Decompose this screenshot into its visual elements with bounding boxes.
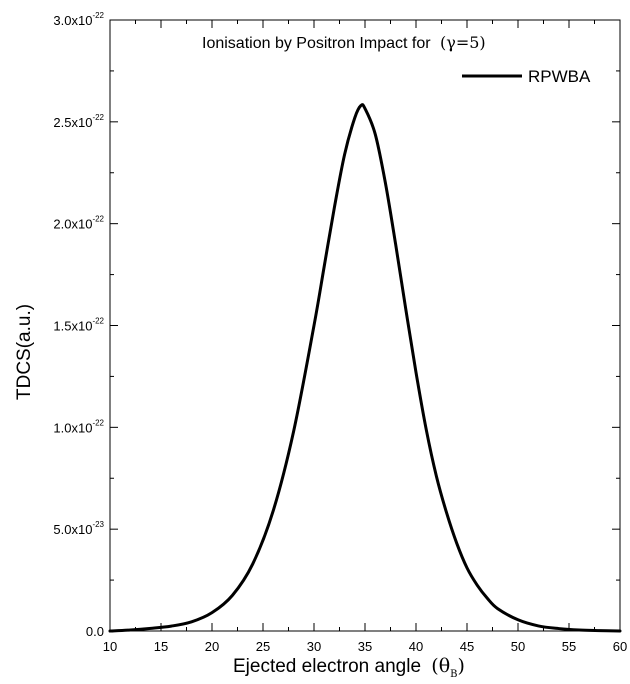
x-tick-label: 45 [460,639,474,654]
y-tick-mantissa: 3.0x10 [53,13,92,28]
plot-title-prefix: Ionisation by Positron Impact for [202,35,431,52]
y-tick-exponent: -22 [92,418,104,427]
axis-ticks [109,19,621,632]
x-tick-label: 40 [409,639,423,654]
y-tick-label: 5.0x10-23 [53,520,104,537]
x-tick-label: 20 [205,639,219,654]
x-tick-label: 60 [613,639,627,654]
x-tick-label: 25 [256,639,270,654]
y-tick-mantissa: 5.0x10 [53,522,92,537]
y-tick-label: 1.5x10-22 [53,317,104,334]
y-tick-mantissa: 1.5x10 [53,319,92,334]
y-tick-label: 1.0x10-22 [53,418,104,435]
x-axis-title-text: Ejected electron angle [233,656,421,677]
x-axis-title-symbol: θ [439,655,450,677]
x-tick-label: 50 [511,639,525,654]
x-axis-title: Ejected electron angle (θB) [233,655,465,680]
y-tick-exponent: -22 [92,317,104,326]
y-tick-mantissa: 0.0 [86,624,104,639]
x-tick-label: 30 [307,639,321,654]
y-axis-title: TDCS(a.u.) [14,304,35,400]
x-axis-title-close: ) [458,655,465,677]
x-axis-title-open: ( [431,655,438,677]
y-tick-label: 2.0x10-22 [53,215,104,232]
x-tick-label: 55 [562,639,576,654]
plot-title-param: (γ=5) [440,33,486,52]
series-line-rpwba [108,103,622,633]
y-tick-label: 3.0x10-22 [53,11,104,28]
y-tick-label: 2.5x10-22 [53,113,104,130]
x-axis-title-subscript: B [450,669,457,680]
y-tick-exponent: -23 [92,520,104,529]
x-tick-label: 10 [103,639,117,654]
y-tick-exponent: -22 [92,113,104,122]
y-tick-mantissa: 2.0x10 [53,217,92,232]
x-tick-labels: 10 15 20 25 30 35 40 45 50 55 60 [103,639,627,654]
y-tick-label: 0.0 [86,624,104,639]
plot-title: Ionisation by Positron Impact for (γ=5) [202,33,486,52]
y-tick-exponent: -22 [92,11,104,20]
legend-label: RPWBA [528,67,591,86]
y-tick-mantissa: 2.5x10 [53,115,92,130]
y-tick-exponent: -22 [92,215,104,224]
y-tick-labels: 0.05.0x10-231.0x10-221.5x10-222.0x10-222… [53,11,104,639]
x-tick-label: 35 [358,639,372,654]
x-tick-label: 15 [154,639,168,654]
y-tick-mantissa: 1.0x10 [53,420,92,435]
